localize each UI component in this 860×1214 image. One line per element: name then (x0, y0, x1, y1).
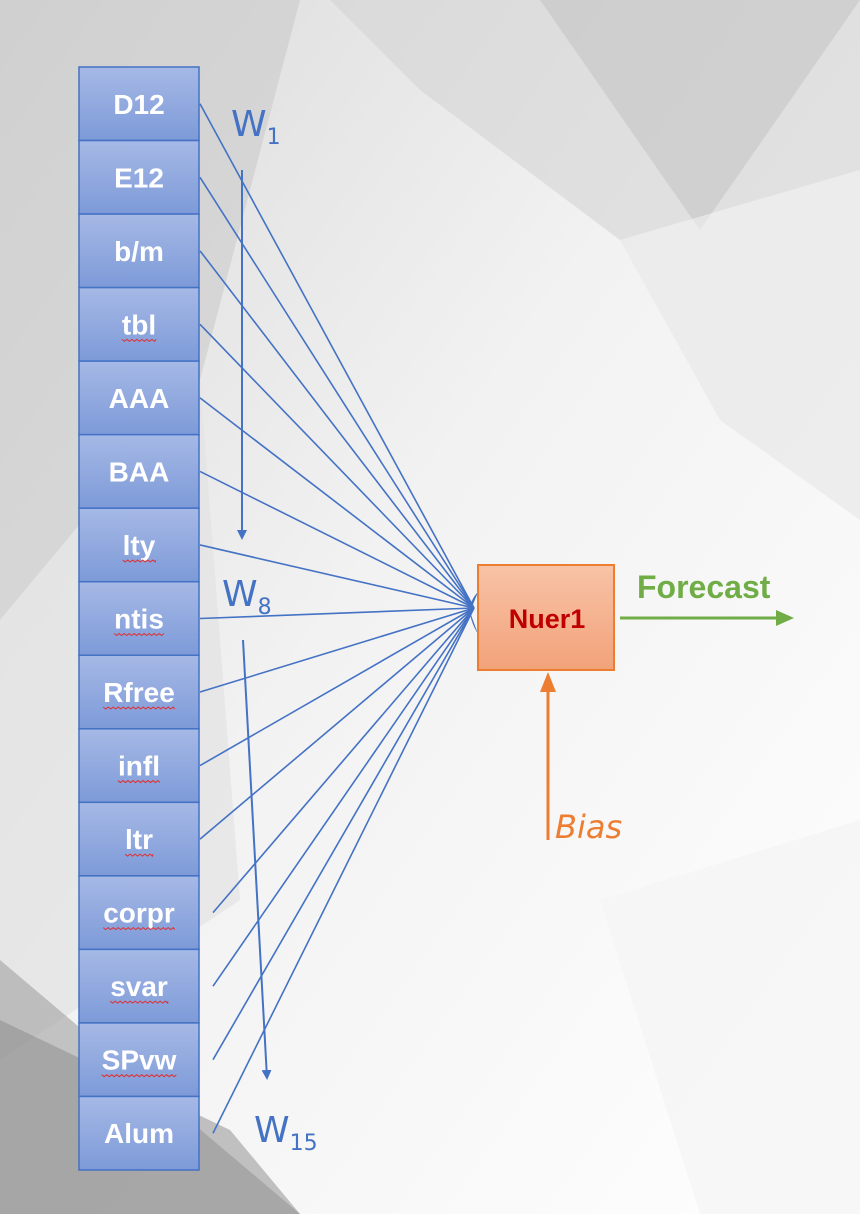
input-node-infl: infl (78, 728, 200, 804)
input-box (78, 213, 200, 289)
spellcheck-underline (121, 338, 157, 343)
neuron-node: Nuer1 (477, 564, 615, 671)
weight-line-spvw (212, 607, 475, 1061)
input-node-d12: D12 (78, 66, 200, 142)
weight-line-tbl (199, 323, 475, 609)
input-box (78, 286, 200, 362)
weight-line-b-m (199, 250, 475, 609)
input-node-svar: svar (78, 948, 200, 1024)
weight-arrow-8-15 (242, 639, 272, 1080)
input-node-tbl: tbl (78, 286, 200, 362)
input-label: D12 (113, 89, 164, 120)
weight-line-e12 (199, 176, 475, 609)
weight-line-aaa (199, 397, 475, 609)
input-box (78, 360, 200, 436)
input-box (78, 728, 200, 804)
spellcheck-underline (101, 1074, 177, 1078)
weight-label-w15: W15 (254, 1110, 318, 1156)
weight-line-svar (212, 607, 475, 987)
neuron-label: Nuer1 (509, 604, 586, 634)
input-node-aaa: AAA (78, 360, 200, 436)
input-node-rfree: Rfree (78, 654, 200, 730)
input-label: E12 (114, 162, 164, 193)
input-node-ntis: ntis (78, 580, 200, 657)
weight-label-w1: W1 (231, 104, 281, 150)
forecast-output: Forecast (620, 569, 794, 626)
input-label: SPvw (102, 1045, 177, 1076)
spellcheck-underline (117, 779, 161, 784)
spellcheck-underline (102, 706, 176, 710)
input-label: svar (110, 971, 168, 1002)
input-box (78, 948, 200, 1024)
input-node-spvw: SPvw (78, 1022, 200, 1098)
input-label: infl (118, 751, 160, 782)
input-label: ntis (114, 604, 164, 635)
forecast-label: Forecast (637, 569, 771, 605)
input-label: Rfree (103, 677, 175, 708)
input-box (78, 139, 200, 215)
input-box (78, 1022, 200, 1098)
input-label: b/m (114, 236, 164, 267)
input-node-e12: E12 (78, 139, 200, 215)
weight-line-baa (199, 470, 475, 609)
weight-line-d12 (199, 103, 475, 609)
input-box (78, 801, 200, 877)
input-label: ltr (125, 824, 153, 855)
spellcheck-underline (102, 926, 176, 931)
spellcheck-underline (124, 853, 154, 857)
input-label: corpr (103, 898, 175, 929)
weight-line-ltr (199, 607, 475, 840)
weight-line-alum (212, 607, 475, 1134)
input-box (78, 580, 200, 657)
forecast-arrowhead (776, 610, 794, 626)
weight-line-corpr (212, 607, 475, 914)
bias-input: Bias (540, 672, 622, 846)
input-box (78, 433, 200, 509)
input-box (78, 875, 200, 951)
input-node-b-m: b/m (78, 213, 200, 289)
input-column: D12 E12 b/m tbl AAA BAA lty ntis Rfree infl ltr cor… (78, 66, 200, 1171)
weight-line-infl (199, 607, 475, 767)
bias-label: Bias (555, 808, 622, 846)
spellcheck-underline (122, 559, 156, 563)
bias-arrowhead (540, 672, 556, 692)
weight-label-w8: W8 (222, 574, 272, 620)
input-label: lty (123, 530, 156, 561)
input-label: AAA (109, 383, 170, 414)
input-box (78, 1095, 200, 1171)
converging-arrowhead (470, 592, 478, 634)
input-box (78, 654, 200, 730)
weight-line-ntis (199, 607, 475, 620)
spellcheck-underline (109, 1000, 169, 1005)
input-label: Alum (104, 1118, 174, 1149)
weight-line-lty (199, 544, 475, 609)
input-node-corpr: corpr (78, 875, 200, 951)
spellcheck-underline (113, 632, 165, 637)
input-node-baa: BAA (78, 433, 200, 509)
input-node-lty: lty (78, 507, 200, 583)
input-label: BAA (109, 456, 170, 487)
input-label: tbl (122, 309, 156, 340)
input-box (78, 66, 200, 142)
input-node-ltr: ltr (78, 801, 200, 877)
input-node-alum: Alum (78, 1095, 200, 1171)
